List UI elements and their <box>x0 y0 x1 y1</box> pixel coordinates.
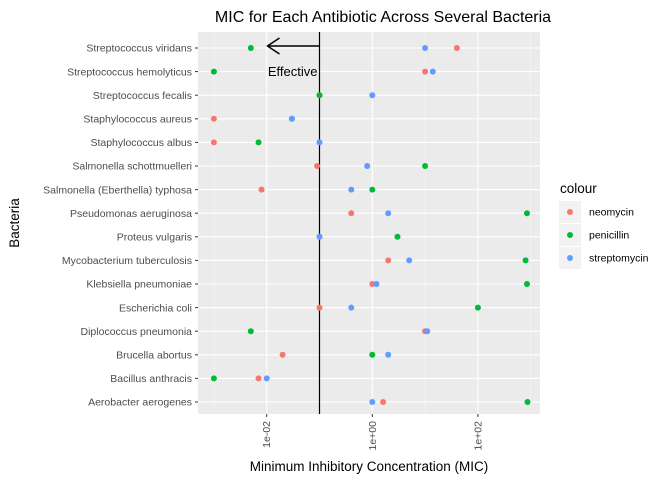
data-point-penicillin <box>523 210 530 217</box>
data-point-penicillin <box>522 257 529 264</box>
y-tick-label: Staphylococcus aureus <box>83 114 192 126</box>
data-point-streptomycin <box>263 375 270 382</box>
data-point-streptomycin <box>424 328 431 335</box>
data-point-penicillin <box>524 399 531 405</box>
legend-label: neomycin <box>589 207 634 219</box>
data-point-neomycin <box>210 139 217 146</box>
legend: colour neomycin penicillin streptomycin <box>559 181 649 269</box>
x-tick-label: 1e-02 <box>261 421 273 448</box>
x-axis-title: Minimum Inhibitory Concentration (MIC) <box>250 459 489 474</box>
data-point-neomycin <box>453 45 460 51</box>
data-point-streptomycin <box>385 210 392 217</box>
data-point-penicillin <box>523 281 530 287</box>
y-tick-label: Diplococcus pneumonia <box>81 326 193 338</box>
data-point-streptomycin <box>422 45 429 51</box>
y-tick-label: Salmonella (Eberthella) typhosa <box>43 184 192 196</box>
data-point-neomycin <box>369 281 376 287</box>
data-point-streptomycin <box>406 257 413 264</box>
data-point-streptomycin <box>316 233 323 240</box>
data-point-penicillin <box>255 139 262 146</box>
data-point-penicillin <box>247 45 254 51</box>
data-point-neomycin <box>314 163 321 169</box>
data-point-penicillin <box>247 328 254 335</box>
data-point-streptomycin <box>373 281 380 287</box>
legend-label: streptomycin <box>589 253 649 265</box>
data-point-neomycin <box>316 304 323 311</box>
y-tick-label: Streptococcus fecalis <box>93 90 192 102</box>
data-point-streptomycin <box>348 304 355 311</box>
data-point-penicillin <box>369 186 376 193</box>
y-tick-label: Brucella abortus <box>116 350 192 362</box>
data-point-penicillin <box>210 68 217 75</box>
data-point-penicillin <box>394 233 401 240</box>
x-tick-label: 1e+00 <box>367 421 379 451</box>
data-point-penicillin <box>422 163 429 169</box>
legend-marker-penicillin <box>567 232 573 238</box>
data-point-neomycin <box>380 399 387 405</box>
arrow-head <box>266 37 280 55</box>
data-point-streptomycin <box>348 186 355 193</box>
data-point-neomycin <box>210 115 217 122</box>
y-axis-title: Bacteria <box>7 198 22 248</box>
data-point-penicillin <box>316 92 323 99</box>
data-points <box>210 45 531 405</box>
annotation-text: Effective <box>268 64 318 79</box>
data-point-neomycin <box>258 186 265 193</box>
y-tick-label: Streptococcus viridans <box>86 43 192 55</box>
y-tick-label: Bacillus anthracis <box>110 373 192 385</box>
chart-title: MIC for Each Antibiotic Across Several B… <box>215 9 551 26</box>
y-tick-label: Klebsiella pneumoniae <box>86 279 192 291</box>
y-tick-label: Staphylococcus albus <box>90 137 192 149</box>
data-point-penicillin <box>210 375 217 382</box>
data-point-neomycin <box>422 68 429 75</box>
data-point-neomycin <box>255 375 262 382</box>
data-point-neomycin <box>279 351 286 358</box>
data-point-streptomycin <box>369 92 376 99</box>
data-point-neomycin <box>385 257 392 264</box>
data-point-streptomycin <box>369 399 376 405</box>
data-point-streptomycin <box>385 351 392 358</box>
x-tick-label: 1e+02 <box>472 421 484 451</box>
data-point-penicillin <box>474 304 481 311</box>
x-tick-labels: 1e-02 1e+00 1e+02 <box>261 414 484 451</box>
legend-title: colour <box>560 181 597 196</box>
legend-marker-streptomycin <box>567 255 573 261</box>
data-point-neomycin <box>348 210 355 217</box>
y-tick-label: Escherichia coli <box>119 302 192 314</box>
data-point-streptomycin <box>316 139 323 146</box>
data-point-penicillin <box>369 351 376 358</box>
y-tick-label: Salmonella schottmuelleri <box>72 161 192 173</box>
y-tick-label: Streptococcus hemolyticus <box>67 66 192 78</box>
data-point-streptomycin <box>364 163 371 169</box>
legend-marker-neomycin <box>567 209 573 215</box>
y-tick-label: Proteus vulgaris <box>117 232 192 244</box>
y-tick-label: Aerobacter aerogenes <box>88 397 192 409</box>
y-tick-labels: Aerobacter aerogenes Bacillus anthracis Br… <box>43 43 198 409</box>
y-tick-label: Pseudomonas aeruginosa <box>70 208 192 220</box>
data-point-streptomycin <box>288 115 295 122</box>
data-point-streptomycin <box>429 68 436 75</box>
plot-panel <box>198 32 540 414</box>
legend-label: penicillin <box>589 230 629 242</box>
y-tick-label: Mycobacterium tuberculosis <box>62 255 192 267</box>
